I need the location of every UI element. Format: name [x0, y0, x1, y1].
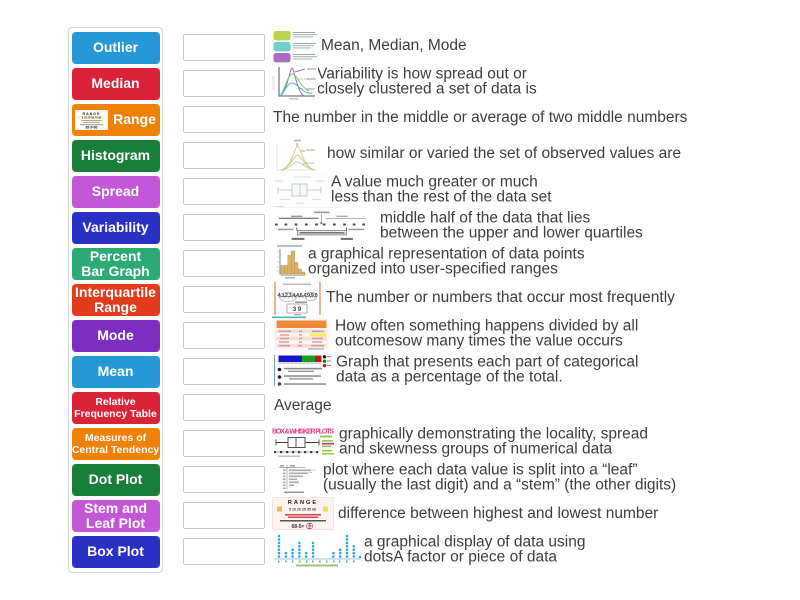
- svg-text:5 10 20 25 35 68: 5 10 20 25 35 68: [289, 508, 316, 512]
- svg-text:4,3,2,3,4,4,6,4,9,9,9: 4,3,2,3,4,4,6,4,9,9,9: [278, 293, 318, 299]
- svg-text:RANGE: RANGE: [288, 500, 318, 506]
- svg-text:5 10 25 35 70 85: 5 10 25 35 70 85: [82, 115, 102, 119]
- svg-text:63: 63: [307, 524, 313, 530]
- svg-text:3 9: 3 9: [293, 307, 302, 313]
- svg-text:85-5=80: 85-5=80: [86, 125, 98, 129]
- svg-text:RANGE: RANGE: [83, 112, 101, 116]
- svg-text:BOX & WHISKER PLOTS: BOX & WHISKER PLOTS: [272, 429, 334, 436]
- svg-text:68-5=: 68-5=: [292, 524, 305, 530]
